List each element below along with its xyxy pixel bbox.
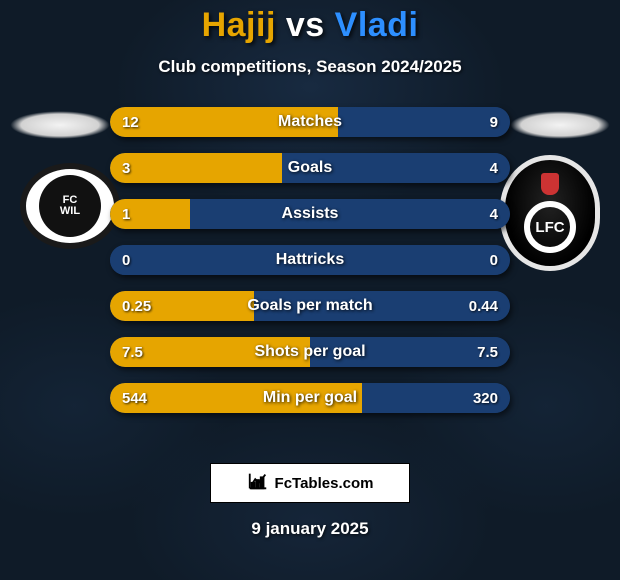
player2-name: Vladi [335, 6, 419, 44]
stat-label: Min per goal [110, 383, 510, 413]
crest-right-emblem [541, 173, 559, 195]
stat-label: Assists [110, 199, 510, 229]
stat-bar: 00Hattricks [110, 245, 510, 275]
stat-label: Goals per match [110, 291, 510, 321]
stat-label: Shots per goal [110, 337, 510, 367]
player1-name: Hajij [202, 6, 276, 44]
brand-text: FcTables.com [275, 475, 374, 492]
crest-right-text: LFC [524, 201, 576, 253]
spotlight-right [510, 111, 610, 139]
comparison-stage: FCWIL LFC 129Matches 34Goals 14Assists 00Ha… [0, 107, 620, 437]
crest-left-text: FCWIL [39, 175, 101, 237]
stat-label: Hattricks [110, 245, 510, 275]
stat-label: Goals [110, 153, 510, 183]
stat-bar: 0.250.44Goals per match [110, 291, 510, 321]
spotlight-left [10, 111, 110, 139]
club-crest-left: FCWIL [20, 163, 120, 249]
vs-label: vs [286, 6, 325, 44]
chart-icon [247, 470, 269, 496]
subtitle: Club competitions, Season 2024/2025 [0, 57, 620, 77]
page-title: Hajij vs Vladi [0, 6, 620, 45]
stat-bar: 7.57.5Shots per goal [110, 337, 510, 367]
stat-bars: 129Matches 34Goals 14Assists 00Hattricks 0.2… [110, 107, 510, 413]
date-label: 9 january 2025 [0, 519, 620, 539]
stat-bar: 14Assists [110, 199, 510, 229]
stat-label: Matches [110, 107, 510, 137]
brand-box[interactable]: FcTables.com [210, 463, 410, 503]
club-crest-right: LFC [500, 155, 600, 271]
stat-bar: 129Matches [110, 107, 510, 137]
stat-bar: 544320Min per goal [110, 383, 510, 413]
stat-bar: 34Goals [110, 153, 510, 183]
